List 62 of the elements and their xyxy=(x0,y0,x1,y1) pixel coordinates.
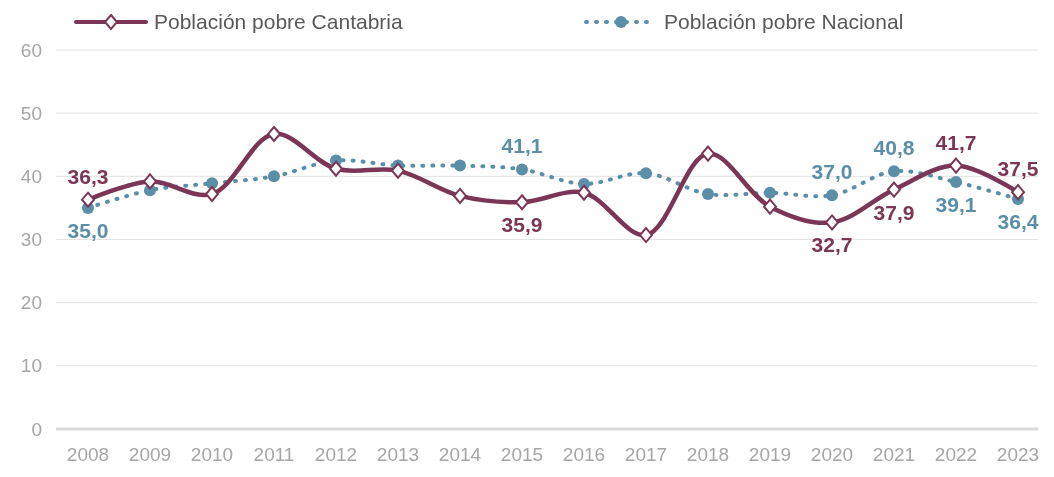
point xyxy=(268,170,280,183)
y-tick-label: 0 xyxy=(31,418,42,440)
x-tick-label: 2020 xyxy=(810,444,854,465)
legend-label: Población pobre Cantabria xyxy=(154,10,403,34)
point xyxy=(143,173,157,190)
point xyxy=(888,165,900,178)
point xyxy=(577,184,591,201)
point xyxy=(81,191,95,208)
x-tick-label: 2014 xyxy=(438,444,482,465)
data-label: 36,3 xyxy=(67,164,109,188)
point xyxy=(453,187,467,204)
data-label: 37,9 xyxy=(873,200,915,224)
point xyxy=(267,126,281,143)
y-tick-label: 10 xyxy=(20,355,42,377)
data-label: 39,1 xyxy=(935,193,977,217)
x-tick-label: 2008 xyxy=(66,444,110,465)
x-tick-label: 2011 xyxy=(253,444,295,465)
point xyxy=(825,214,839,231)
point xyxy=(391,162,405,179)
data-label: 32,7 xyxy=(811,233,853,257)
x-tick-label: 2017 xyxy=(624,444,668,465)
x-tick-label: 2016 xyxy=(562,444,606,465)
point xyxy=(949,157,963,174)
data-label: 40,8 xyxy=(873,136,915,160)
point xyxy=(640,167,652,180)
y-tick-label: 40 xyxy=(20,165,42,187)
data-label: 35,9 xyxy=(501,213,543,237)
point xyxy=(516,163,528,176)
x-tick-label: 2009 xyxy=(128,444,172,465)
point xyxy=(702,188,714,201)
point xyxy=(763,198,777,215)
point xyxy=(639,227,653,244)
y-tick-label: 60 xyxy=(20,39,42,61)
x-tick-label: 2023 xyxy=(996,444,1040,465)
x-tick-label: 2015 xyxy=(500,444,544,465)
data-label: 35,0 xyxy=(67,218,109,242)
point xyxy=(764,186,776,199)
y-tick-label: 50 xyxy=(20,102,42,124)
x-tick-label: 2019 xyxy=(748,444,792,465)
x-tick-label: 2010 xyxy=(190,444,234,465)
point xyxy=(329,160,343,177)
x-tick-label: 2022 xyxy=(934,444,978,465)
point xyxy=(950,176,962,189)
y-tick-label: 30 xyxy=(20,229,42,251)
data-label: 37,0 xyxy=(811,160,853,184)
point xyxy=(205,186,219,203)
data-label: 36,4 xyxy=(997,210,1039,234)
point xyxy=(826,189,838,202)
y-tick-label: 20 xyxy=(20,292,42,314)
x-tick-label: 2018 xyxy=(686,444,730,465)
data-label: 37,5 xyxy=(997,157,1039,181)
point xyxy=(1011,184,1025,201)
x-tick-label: 2012 xyxy=(314,444,358,465)
point xyxy=(515,194,529,211)
x-tick-label: 2021 xyxy=(872,444,916,465)
data-label: 41,1 xyxy=(501,134,543,158)
legend-label: Población pobre Nacional xyxy=(664,10,904,34)
point xyxy=(887,181,901,198)
x-tick-label: 2013 xyxy=(376,444,420,465)
point xyxy=(454,159,466,172)
data-label: 41,7 xyxy=(935,130,977,154)
point xyxy=(701,145,715,162)
